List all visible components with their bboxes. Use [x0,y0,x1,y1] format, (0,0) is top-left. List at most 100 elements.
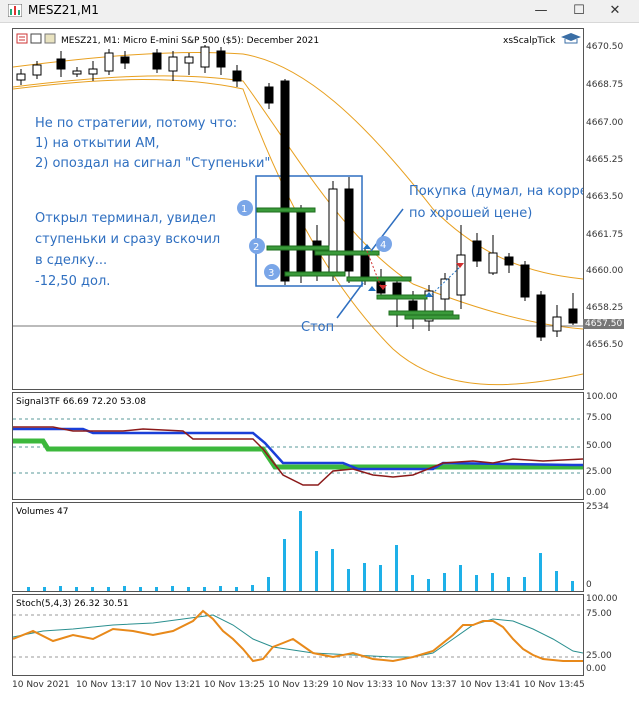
signal-base-line [13,438,583,470]
price-tick: 4658.25 [586,303,624,313]
candle [216,50,226,68]
stop-label: Стоп [301,320,334,335]
envelope-mid [13,75,583,330]
signal-tick: 75.00 [586,413,612,423]
candle [168,56,178,72]
stochastic-tick: 75.00 [586,609,612,619]
stochastic-canvas: Stoch(5,4,3) 26.32 30.51 [13,599,583,663]
minimize-button[interactable]: — [534,3,548,18]
time-tick: 10 Nov 13:17 [76,680,137,690]
signal-header: Signal3TF 66.69 72.20 53.08 [16,397,146,407]
chart-properties-icon[interactable] [30,33,42,44]
level-bars [256,207,460,320]
candle [184,56,194,64]
price-tick: 4670.50 [586,42,624,52]
candle [472,240,482,262]
signal-indicator-pane[interactable]: Signal3TF 66.69 72.20 53.08 [12,392,584,500]
candle [280,80,290,282]
indicator-label: xsScalpTick [503,36,556,46]
stochastic-header: Stoch(5,4,3) 26.32 30.51 [16,599,129,609]
candle [16,73,26,81]
time-tick: 10 Nov 13:21 [140,680,201,690]
candle [104,52,114,72]
note-strategy-line1: Не по стратегии, потому что: [35,116,237,131]
candle [120,56,130,64]
note-entry-line4: -12,50 дол. [35,274,110,289]
price-tick: 4667.00 [586,118,624,128]
marker-3: 3 [268,268,274,279]
stochastic-pane[interactable]: Stoch(5,4,3) 26.32 30.51 [12,594,584,676]
note-entry-line1: Открыл терминал, увидел [35,211,216,226]
window-titlebar: MESZ21,M1 — ☐ ✕ [0,0,639,23]
stochastic-signal-line [13,614,583,658]
candle [88,68,98,75]
candle [488,252,498,274]
time-tick: 10 Nov 2021 [12,680,70,690]
signal-fast-line [13,427,583,471]
envelope-lower [13,79,583,386]
candle [152,52,162,70]
note-entry-line2: ступеньки и сразу вскочил [35,232,220,247]
price-tick: 4663.50 [586,192,624,202]
signal-slow-line [13,426,583,486]
candle [232,70,242,82]
chart-type-icon[interactable] [16,33,28,44]
price-tick: 4668.75 [586,80,624,90]
candle [424,290,434,322]
stochastic-main-line [13,609,583,663]
window-title: MESZ21,M1 [28,3,99,17]
price-chart-canvas[interactable]: MESZ21, M1: Micro E-mini S&P 500 ($5): D… [13,29,583,389]
graduation-cap-icon [561,33,581,44]
time-tick: 10 Nov 13:25 [204,680,265,690]
time-tick: 10 Nov 13:41 [460,680,521,690]
time-tick: 10 Nov 13:33 [332,680,393,690]
time-tick: 10 Nov 13:45 [524,680,585,690]
volumes-header: Volumes 47 [16,507,68,517]
stochastic-tick: 0.00 [586,664,607,674]
step-markers: 1 2 3 4 [237,200,392,280]
chart-template-icon[interactable] [44,33,56,44]
signal-tick: 50.00 [586,441,612,451]
price-chart-pane[interactable]: MESZ21, M1: Micro E-mini S&P 500 ($5): D… [12,28,584,390]
signal-tick: 0.00 [586,488,607,498]
marker-4: 4 [380,240,386,251]
note-entry-line3: в сделку... [35,253,107,268]
stochastic-tick: 25.00 [586,651,612,661]
signal-indicator-canvas: Signal3TF 66.69 72.20 53.08 [13,397,583,486]
candle [72,70,82,75]
candle [504,256,514,266]
candle [552,316,562,332]
marker-2: 2 [253,242,259,253]
price-tick: 4661.75 [586,230,624,240]
candle [344,188,354,272]
chart-toolbar-icons[interactable] [16,33,56,44]
candle [296,208,306,276]
candle [440,278,450,300]
close-button[interactable]: ✕ [609,3,621,18]
candle [200,46,210,68]
price-tick: 4665.25 [586,155,624,165]
marker-1: 1 [241,204,247,215]
envelope-upper [13,51,583,280]
time-tick: 10 Nov 13:29 [268,680,329,690]
candle [32,64,42,76]
candle [536,294,546,338]
volume-tick: 0 [586,580,592,590]
volumes-pane[interactable]: Volumes 47 [12,502,584,592]
candle [360,252,370,278]
current-price-label: 4657.50 [583,319,625,329]
buy-note-line2: по хорошей цене) [409,206,532,221]
maximize-button[interactable]: ☐ [573,3,585,18]
stochastic-tick: 100.00 [586,594,618,604]
buy-note-line1: Покупка (думал, на коррекции, [409,184,583,199]
volume-bars [27,511,574,591]
chart-symbol-header: MESZ21, M1: Micro E-mini S&P 500 ($5): D… [61,36,319,46]
candle [264,86,274,104]
candle [520,264,530,298]
candles [16,45,578,341]
signal-tick: 25.00 [586,467,612,477]
chart-window-icon [8,4,22,17]
candle [328,188,338,274]
volume-tick: 2534 [586,502,609,512]
candle [568,308,578,324]
